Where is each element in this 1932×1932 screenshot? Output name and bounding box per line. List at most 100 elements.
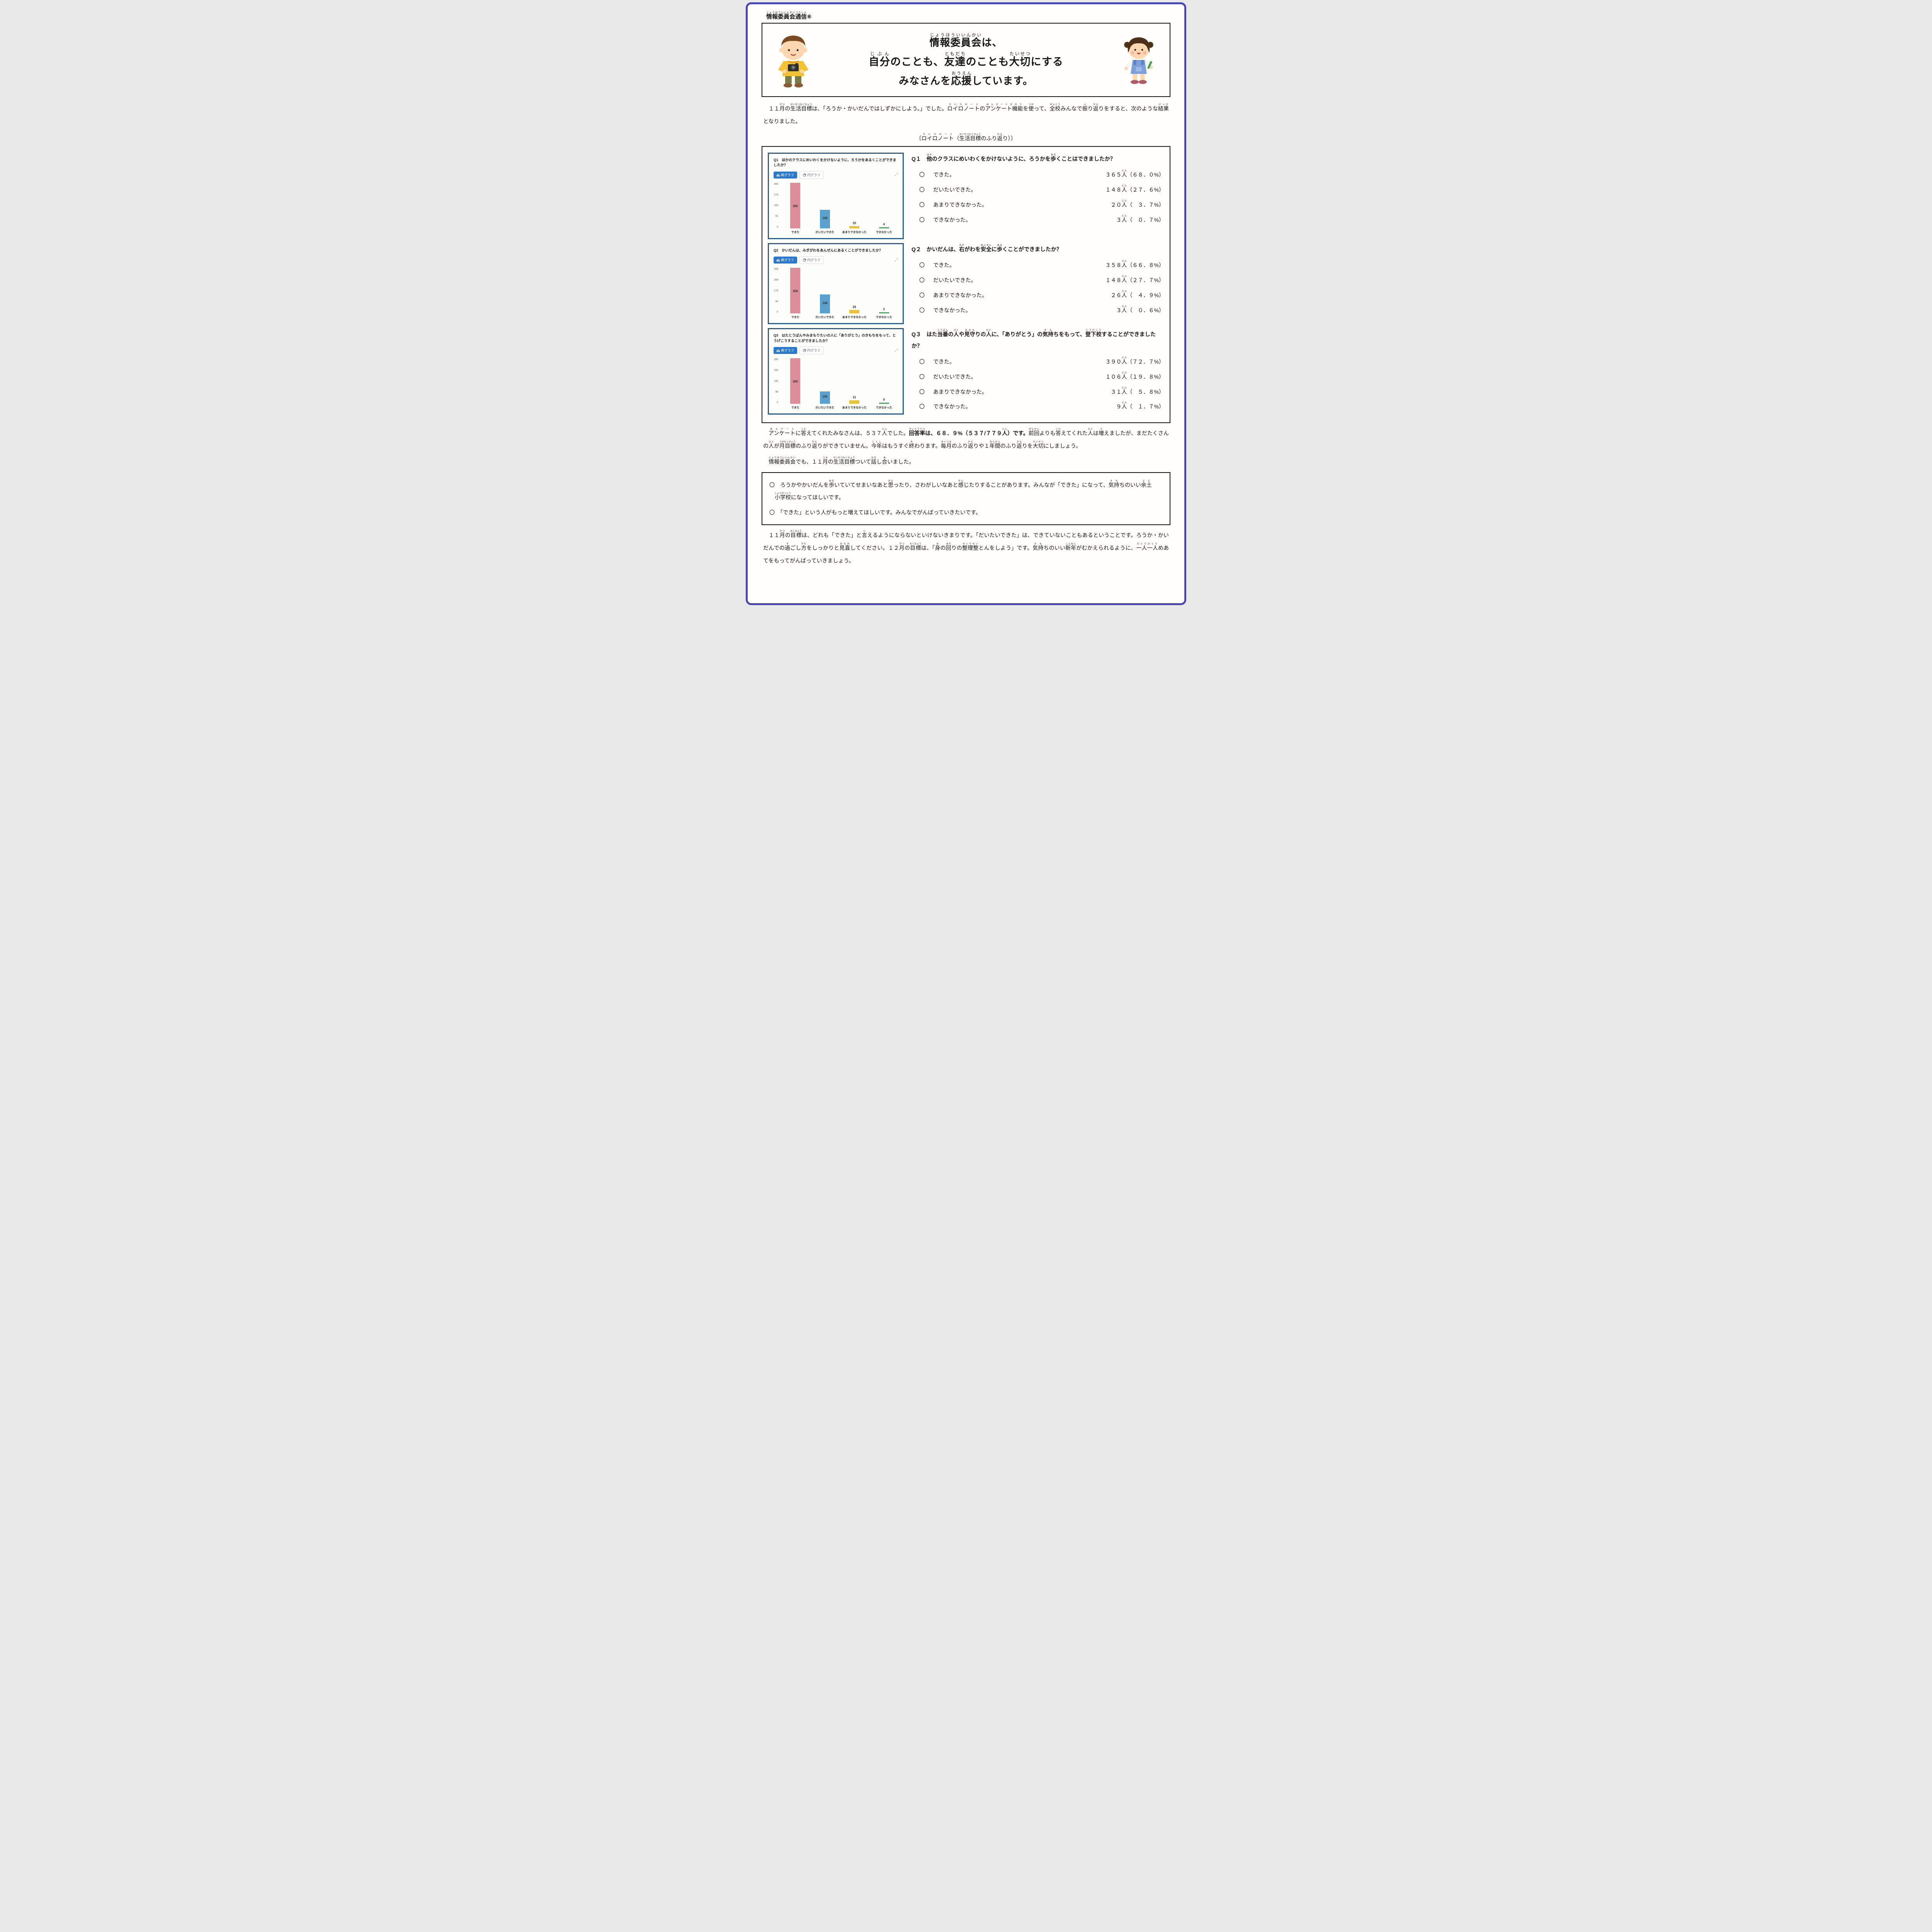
answer-option-row: 〇 だいたいできた。 １４８人にん（２７．６%）	[919, 185, 1164, 195]
option-circle-icon: 〇	[919, 262, 925, 269]
bar-column: 148	[810, 268, 840, 314]
y-axis-tick: 293	[774, 369, 778, 372]
option-circle-icon: 〇	[919, 359, 925, 365]
option-count: ３９０人にん（７２．７%）	[1105, 357, 1164, 365]
girl-with-notepad-illustration-svg	[1124, 37, 1153, 84]
y-axis-tick: 269	[774, 279, 778, 282]
option-label: だいたいできた。	[933, 186, 976, 193]
option-circle-icon: 〇	[919, 172, 925, 178]
option-circle-icon: 〇	[919, 201, 925, 208]
q1-options-list: 〇できた。 ３６５人にん（６８．０%）〇だいたいできた。 １４８人にん（２７．６%）…	[912, 170, 1164, 224]
survey-row-q3: Q3 はたとうばんやみまもりたいの人に「ありがとう」のきもちをもって、とうげこう…	[768, 326, 1164, 418]
x-axis-label: できた	[791, 316, 799, 319]
x-axis-label: あまりできなかった	[842, 406, 867, 410]
pie-graph-tab[interactable]: 円グラフ	[799, 347, 824, 355]
option-count: ３１人にん（ ５．８%）	[1111, 386, 1164, 395]
bar-column: 148	[810, 183, 840, 228]
option-circle-icon: 〇	[919, 307, 925, 313]
y-axis-tick: 183	[774, 204, 778, 207]
q2-bar-chart: Q2 かいだんは、みぎがわをあんぜんにあるくことができましたか？ 棒グラフ 円グラフ…	[768, 243, 904, 325]
option-label: できた。	[933, 172, 955, 178]
bar	[820, 294, 830, 314]
q2-text-block: Q２ かいだんは、右みぎがわを安全あんぜんに歩あるくことができましたか？ 〇でき…	[912, 243, 1164, 320]
pie-chart-icon	[803, 259, 806, 262]
y-axis: 358 269 179 90 0	[773, 268, 781, 313]
option-label: できなかった。	[933, 216, 971, 223]
newsletter-document: 情報委員会通信じょうほういいんかいつうしん⑥	[746, 2, 1186, 605]
girl-with-notepad-illustration	[1116, 31, 1162, 88]
option-circle-icon: 〇	[919, 292, 925, 298]
pie-graph-tab[interactable]: 円グラフ	[799, 171, 824, 179]
expand-icon[interactable]: ⤢	[895, 257, 898, 262]
opinion-box: 〇 ろうかやかいだんを歩あるいていてせまいなあと思おもったり、さわがしいなあと感…	[762, 472, 1170, 526]
bar	[849, 310, 860, 314]
bar-graph-tab[interactable]: 棒グラフ	[774, 171, 798, 179]
q2-question: Q２ かいだんは、右みぎがわを安全あんぜんに歩あるくことができましたか？	[912, 244, 1062, 252]
bar-column: 31	[840, 358, 869, 404]
bar-column: 106	[810, 358, 840, 404]
option-count: １４８人にん（２７．６%）	[1105, 184, 1164, 193]
bar-value-label: 148	[822, 301, 828, 305]
option-label: だいたいできた。	[933, 277, 976, 283]
y-axis-tick: 91	[775, 215, 778, 218]
plot-area: 390 106 31 9	[781, 358, 899, 404]
option-label: できた。	[933, 359, 955, 365]
bar-column: 20	[840, 183, 869, 228]
bar	[849, 400, 860, 404]
chart-tab-bar: 棒グラフ 円グラフ ⤢	[774, 171, 898, 179]
q1-text-block: Q１ 他ほかのクラスにめいわくをかけないように、ろうかを歩あるくことはできました…	[912, 153, 1164, 230]
chart-title: Q3 はたとうばんやみまもりたいの人に「ありがとう」のきもちをもって、とうげこう…	[774, 333, 896, 343]
bar-value-label: 26	[852, 305, 856, 309]
plot-area: 365 148 20 4	[781, 182, 899, 228]
expand-icon[interactable]: ⤢	[895, 348, 898, 353]
option-count: ２６人にん（ ４．９%）	[1111, 290, 1164, 298]
bar-graph-tab[interactable]: 棒グラフ	[774, 347, 798, 354]
option-count: １０６人にん（１９．８%）	[1105, 371, 1164, 380]
bar	[790, 358, 801, 404]
bar-chart-icon	[777, 173, 780, 177]
bar-column: 26	[840, 268, 869, 314]
option-circle-icon: 〇	[919, 277, 925, 283]
answer-option-row: 〇 あまりできなかった。 ２０人にん（ ３．７%）	[919, 200, 1164, 210]
banner-box: 情報委員会じょうほういいんかいは、 自分じぶんのことも、友達ともだちのことも大切…	[762, 23, 1170, 97]
y-axis-tick: 274	[774, 193, 778, 196]
option-circle-icon: 〇	[919, 186, 925, 193]
bar	[879, 312, 889, 314]
y-axis-tick: 0	[777, 311, 778, 314]
x-axis-label: できなかった	[876, 316, 892, 319]
q2-options-list: 〇できた。 ３５８人にん（６６．８%）〇だいたいできた。 １４８人にん（２７．７%）…	[912, 260, 1164, 315]
x-axis: できた だいたいできた あまりできなかった できなかった	[773, 406, 899, 410]
option-label: あまりできなかった。	[933, 388, 987, 395]
y-axis-tick: 195	[774, 379, 778, 383]
survey-row-q2: Q2 かいだんは、みぎがわをあんぜんにあるくことができましたか？ 棒グラフ 円グラフ…	[768, 241, 1164, 327]
bar-column: 3	[869, 268, 899, 314]
bar	[879, 227, 889, 228]
bar	[820, 391, 830, 404]
intro-paragraph: １１月がつの生活目標せいかつもくひょうは、「ろうか・かいだんではしずかにしよう。…	[763, 104, 1169, 124]
option-circle-icon: 〇	[919, 403, 925, 410]
bar	[879, 403, 889, 404]
y-axis-tick: 90	[775, 300, 778, 303]
bar-value-label: 31	[852, 396, 856, 400]
bar-graph-tab[interactable]: 棒グラフ	[774, 257, 798, 264]
q3-options-list: 〇できた。 ３９０人にん（７２．７%）〇だいたいできた。 １０６人にん（１９．８%）…	[912, 357, 1164, 412]
x-axis-label: できた	[791, 406, 799, 410]
pie-chart-icon	[803, 173, 806, 177]
x-axis-label: だいたいできた	[815, 316, 835, 319]
expand-icon[interactable]: ⤢	[895, 172, 898, 177]
pie-graph-tab[interactable]: 円グラフ	[799, 256, 824, 264]
option-count: １４８人にん（２７．７%）	[1105, 275, 1164, 283]
closing-paragraph: １１月がつの目標もくひょうは、どれも「できた」と言いえるようにならないといけない…	[763, 530, 1169, 564]
y-axis-tick: 358	[774, 268, 778, 271]
committee-line: 情報委員会じょうほういいんかいでも、１１月つきの生活目標せいかつもくひょうついて…	[769, 457, 915, 465]
bar-value-label: 9	[883, 398, 885, 402]
bar-value-label: 390	[793, 380, 798, 384]
x-axis-label: あまりできなかった	[842, 316, 867, 319]
result-pre: アンケートあんけーとに答こたえてくれたみなさんは、５３７人にんでした。	[769, 428, 909, 437]
chart-title: Q2 かいだんは、みぎがわをあんぜんにあるくことができましたか？	[774, 248, 883, 252]
plot-area: 358 148 26 3	[781, 268, 899, 314]
bar-value-label: 20	[852, 221, 856, 225]
x-axis-label: あまりできなかった	[842, 231, 867, 234]
chart-title: Q1 ほかのクラスにめいわくをかけないように、ろうかをあるくことができましたか？	[774, 158, 896, 167]
bar-chart-icon	[777, 349, 780, 352]
